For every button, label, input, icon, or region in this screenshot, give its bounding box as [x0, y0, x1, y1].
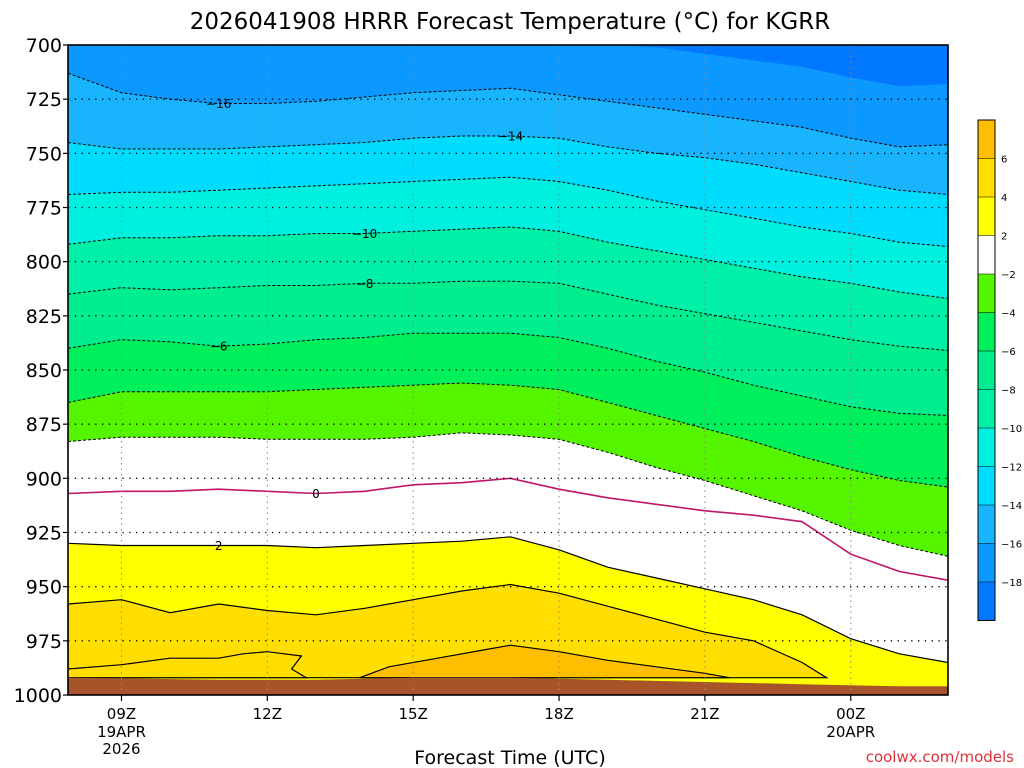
isotherm-minus10	[67, 226, 949, 299]
x-tick-sublabel: 20APR	[826, 723, 875, 741]
y-tick-label: 725	[26, 89, 62, 111]
y-tick-label: 1000	[14, 685, 62, 707]
isotherm-minus6	[67, 332, 949, 416]
legend-label: −6	[1001, 347, 1016, 358]
y-tick-label: 950	[26, 577, 62, 599]
x-tick-sublabel: 19APR	[97, 723, 146, 741]
legend-swatch	[978, 158, 995, 197]
x-tick-label: 00Z	[836, 705, 865, 723]
legend-swatch	[978, 466, 995, 505]
y-tick-label: 825	[26, 306, 62, 328]
legend-label: −16	[1001, 540, 1022, 551]
credit-text: coolwx.com/models	[866, 748, 1014, 766]
legend-label: 4	[1001, 193, 1007, 204]
plot-area: −16 −14 −10 −8 −6 0 2 700 725 750 775 800 825 850 875 9…	[14, 35, 949, 758]
legend-frame	[977, 119, 996, 621]
isotherm-minus8	[67, 280, 949, 351]
legend-label: −2	[1001, 270, 1016, 281]
legend-swatch	[978, 120, 995, 159]
isotherm-label: −6	[210, 340, 228, 354]
isotherm-label: −8	[356, 277, 374, 291]
x-tick-label: 15Z	[399, 705, 428, 723]
y-tick-label: 850	[26, 360, 62, 382]
legend-swatch	[978, 197, 995, 236]
y-tick-label: 750	[26, 143, 62, 165]
legend-swatch	[978, 582, 995, 621]
legend-label: 2	[1001, 232, 1007, 243]
legend-label: −12	[1001, 463, 1022, 474]
legend-swatch	[978, 428, 995, 467]
isotherm-minus14	[67, 135, 949, 195]
isotherm-label: −16	[206, 97, 231, 111]
legend-label: −18	[1001, 578, 1022, 589]
y-tick-label: 975	[26, 631, 62, 653]
chart-title: 2026041908 HRRR Forecast Temperature (°C…	[190, 9, 830, 35]
legend-swatch	[978, 543, 995, 582]
grid-lines	[68, 45, 948, 695]
legend-label: 6	[1001, 155, 1007, 166]
x-tick-sublabel: 2026	[102, 740, 140, 758]
legend-swatch	[978, 505, 995, 544]
y-tick-label: 875	[26, 414, 62, 436]
band-above6	[359, 644, 730, 679]
isotherm-label: 2	[215, 539, 223, 553]
ground-terrain	[68, 677, 948, 695]
x-tick-label: 12Z	[253, 705, 282, 723]
legend-swatch	[978, 235, 995, 274]
isotherm-label: 0	[312, 487, 320, 501]
isotherm-minus16	[67, 72, 949, 148]
y-tick-label: 700	[26, 35, 62, 57]
legend-swatch	[978, 389, 995, 428]
y-tick-label: 775	[26, 198, 62, 220]
x-tick-label: 21Z	[690, 705, 719, 723]
legend-label: −10	[1001, 424, 1022, 435]
legend-swatch	[978, 274, 995, 313]
legend-label: −14	[1001, 501, 1022, 512]
band-4to6-pocket	[67, 651, 309, 679]
legend-label: −8	[1001, 386, 1016, 397]
x-tick-label: 18Z	[544, 705, 573, 723]
x-tick-label: 09Z	[107, 705, 136, 723]
y-tick-label: 800	[26, 252, 62, 274]
band-minus18-below	[68, 45, 948, 87]
isotherm-minus12	[67, 176, 949, 247]
color-legend: 6 4 2 −2 −4 −6 −8 −10 −12 −14 −16 −18	[977, 119, 1022, 621]
x-axis-label: Forecast Time (UTC)	[414, 747, 605, 768]
y-tick-label: 925	[26, 523, 62, 545]
isotherm-2	[67, 536, 949, 664]
legend-swatch	[978, 312, 995, 351]
legend-swatch	[978, 351, 995, 390]
isotherm-label: −14	[498, 130, 523, 144]
isotherm-label: −10	[352, 227, 377, 241]
isotherm-minus4	[67, 382, 949, 488]
y-tick-label: 900	[26, 468, 62, 490]
legend-label: −4	[1001, 309, 1016, 320]
isotherm-minus2	[67, 432, 949, 557]
